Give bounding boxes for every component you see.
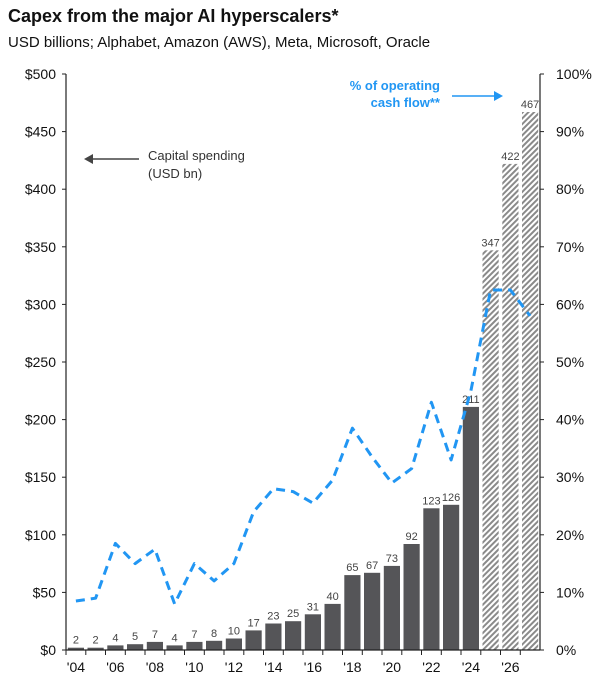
bar <box>344 575 361 650</box>
bar-forecast <box>502 163 519 650</box>
y-left-tick-label: $150 <box>25 469 56 485</box>
ocf-label-1: % of operating <box>350 78 440 93</box>
ocf-arrow-icon <box>494 91 503 101</box>
bar <box>304 614 321 650</box>
capital-spending-arrow-icon <box>84 154 93 164</box>
x-tick-label: '16 <box>304 659 322 675</box>
y-left-tick-label: $400 <box>25 181 56 197</box>
x-tick-label: '22 <box>422 659 440 675</box>
ocf-label-2: cash flow** <box>371 95 441 110</box>
bar-value-label: 211 <box>462 394 480 406</box>
x-tick-label: '08 <box>146 659 164 675</box>
annotations-group: Capital spending (USD bn) % of operating… <box>84 78 503 181</box>
bar-value-label: 7 <box>191 629 197 641</box>
y-right-tick-label: 20% <box>556 527 584 543</box>
bar <box>146 641 163 650</box>
capital-spending-label-2: (USD bn) <box>148 166 202 181</box>
bar-value-label: 67 <box>366 560 378 572</box>
bar-value-label: 7 <box>152 629 158 641</box>
bar-value-label: 2 <box>73 635 79 647</box>
bar-value-label: 2 <box>93 635 99 647</box>
x-tick-label: '18 <box>343 659 361 675</box>
bar-forecast <box>482 250 499 651</box>
bar <box>166 645 183 650</box>
bar-value-label: 65 <box>346 562 358 574</box>
bar <box>186 641 203 650</box>
bar-value-label: 4 <box>172 632 178 644</box>
bar <box>443 504 460 650</box>
bar-value-label: 92 <box>405 531 417 543</box>
bar <box>87 647 104 650</box>
y-left-tick-label: $350 <box>25 239 56 255</box>
ocf-dashed-line <box>75 288 532 606</box>
y-right-tick-label: 0% <box>556 642 576 658</box>
bar-value-label: 73 <box>386 553 398 565</box>
x-tick-label: '20 <box>383 659 401 675</box>
bar-value-label: 17 <box>247 617 259 629</box>
y-right-tick-label: 70% <box>556 239 584 255</box>
bar <box>67 647 84 650</box>
y-left-tick-label: $50 <box>33 584 57 600</box>
x-tick-label: '06 <box>106 659 124 675</box>
bar <box>364 572 381 650</box>
chart-subtitle: USD billions; Alphabet, Amazon (AWS), Me… <box>8 34 431 51</box>
y-left-tick-label: $300 <box>25 296 56 312</box>
bar-value-label: 8 <box>211 628 217 640</box>
data-labels-group: 2 2 4 5 7 4 7 8 10 17 23 25 31 40 65 67 73 92 123 126 211 347… <box>73 99 539 647</box>
y-right-tick-label: 10% <box>556 584 584 600</box>
y-left-tick-label: $100 <box>25 527 56 543</box>
capital-spending-label-1: Capital spending <box>148 148 245 163</box>
y-right-tick-label: 90% <box>556 124 584 140</box>
bar <box>383 565 400 650</box>
x-tick-label: '26 <box>501 659 519 675</box>
bar <box>403 544 420 650</box>
chart-title: Capex from the major AI hyperscalers* <box>8 6 339 26</box>
y-right-tick-label: 100% <box>556 66 592 82</box>
bar <box>324 603 341 650</box>
bar-value-label: 23 <box>267 611 279 623</box>
bar <box>225 638 242 650</box>
y-right-tick-label: 50% <box>556 354 584 370</box>
bar-value-label: 422 <box>501 151 519 163</box>
bar <box>107 645 124 650</box>
bar-value-label: 4 <box>112 632 118 644</box>
bar-value-label: 40 <box>326 591 338 603</box>
x-tick-label: '14 <box>264 659 282 675</box>
bar <box>206 640 223 650</box>
bar-value-label: 123 <box>422 495 440 507</box>
bar-value-label: 25 <box>287 608 299 620</box>
y-right-tick-label: 40% <box>556 412 584 428</box>
bar-value-label: 10 <box>228 626 240 638</box>
y-left-tick-label: $450 <box>25 124 56 140</box>
bars-group <box>67 112 539 651</box>
x-tick-label: '04 <box>67 659 85 675</box>
axes-group: $0 $50 $100 $150 $200 $250 $300 $350 $400 $450 $50… <box>25 66 592 675</box>
y-left-tick-label: $500 <box>25 66 56 82</box>
y-right-tick-label: 30% <box>556 469 584 485</box>
bar <box>462 406 479 650</box>
bar <box>127 644 144 650</box>
ocf-line-group <box>75 288 532 606</box>
bar-value-label: 31 <box>307 601 319 613</box>
bar <box>265 623 282 650</box>
bar-value-label: 5 <box>132 631 138 643</box>
y-left-tick-label: $250 <box>25 354 56 370</box>
y-left-tick-label: $0 <box>40 642 56 658</box>
bar <box>285 621 302 650</box>
x-tick-label: '10 <box>185 659 203 675</box>
y-right-tick-label: 80% <box>556 181 584 197</box>
bar-value-label: 347 <box>481 237 499 249</box>
bar-value-label: 126 <box>442 492 460 504</box>
bar-value-label: 467 <box>521 99 539 111</box>
x-tick-label: '12 <box>225 659 243 675</box>
bar <box>245 630 262 650</box>
y-right-tick-label: 60% <box>556 296 584 312</box>
y-left-tick-label: $200 <box>25 412 56 428</box>
bar <box>423 508 440 650</box>
x-tick-label: '24 <box>462 659 480 675</box>
bar-forecast <box>522 112 539 650</box>
